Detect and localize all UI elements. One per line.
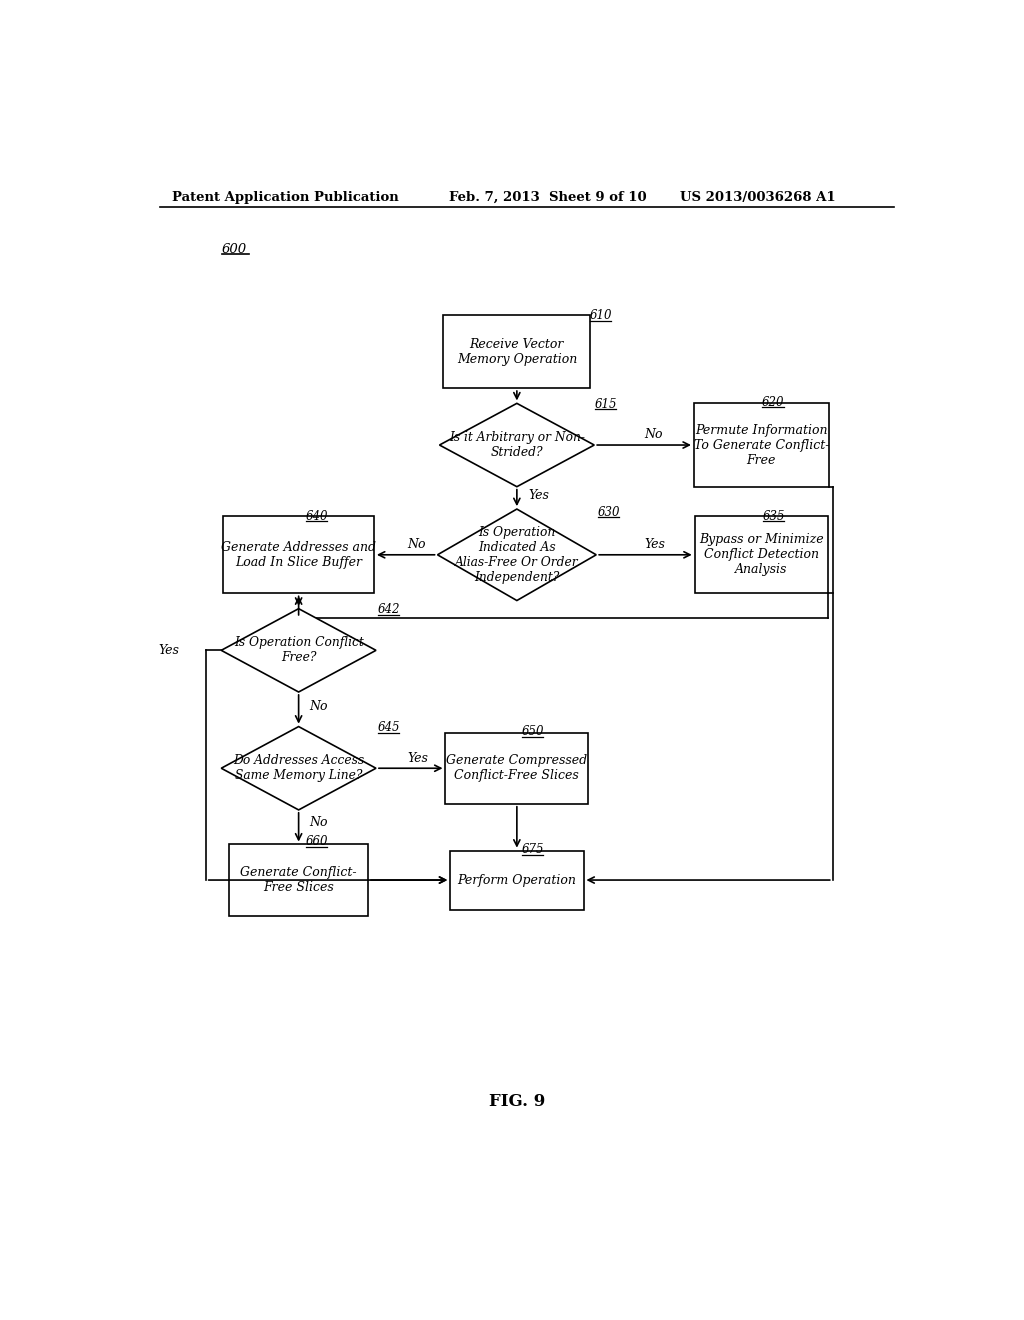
- Text: Perform Operation: Perform Operation: [458, 874, 577, 887]
- Polygon shape: [221, 609, 376, 692]
- Text: Is it Arbitrary or Non-
Strided?: Is it Arbitrary or Non- Strided?: [449, 432, 585, 459]
- Text: FIG. 9: FIG. 9: [488, 1093, 545, 1110]
- Text: Receive Vector
Memory Operation: Receive Vector Memory Operation: [457, 338, 577, 366]
- Text: Yes: Yes: [408, 751, 428, 764]
- Text: Feb. 7, 2013: Feb. 7, 2013: [450, 190, 540, 203]
- Text: 640: 640: [306, 510, 329, 523]
- Text: 635: 635: [763, 510, 785, 523]
- Text: Is Operation
Indicated As
Alias-Free Or Order
Independent?: Is Operation Indicated As Alias-Free Or …: [455, 525, 579, 583]
- Text: Sheet 9 of 10: Sheet 9 of 10: [549, 190, 646, 203]
- Text: 610: 610: [590, 309, 612, 322]
- Text: Permute Information
To Generate Conflict-
Free: Permute Information To Generate Conflict…: [693, 424, 829, 466]
- FancyBboxPatch shape: [694, 516, 828, 594]
- Text: Do Addresses Access
Same Memory Line?: Do Addresses Access Same Memory Line?: [233, 754, 365, 783]
- Text: 600: 600: [221, 243, 247, 256]
- Text: 620: 620: [762, 396, 784, 409]
- Text: Is Operation Conflict
Free?: Is Operation Conflict Free?: [233, 636, 364, 664]
- Polygon shape: [439, 404, 594, 487]
- FancyBboxPatch shape: [445, 733, 588, 804]
- Text: Bypass or Minimize
Conflict Detection
Analysis: Bypass or Minimize Conflict Detection An…: [699, 533, 823, 577]
- Text: Generate Addresses and
Load In Slice Buffer: Generate Addresses and Load In Slice Buf…: [221, 541, 376, 569]
- Text: Yes: Yes: [644, 539, 666, 552]
- Text: No: No: [309, 816, 329, 829]
- FancyBboxPatch shape: [443, 315, 590, 388]
- Text: No: No: [407, 539, 425, 552]
- Text: 650: 650: [521, 725, 544, 738]
- FancyBboxPatch shape: [451, 850, 584, 909]
- Text: 615: 615: [595, 397, 617, 411]
- Text: Generate Conflict-
Free Slices: Generate Conflict- Free Slices: [241, 866, 357, 894]
- Text: 630: 630: [598, 506, 621, 519]
- Text: Patent Application Publication: Patent Application Publication: [172, 190, 398, 203]
- Text: 660: 660: [306, 836, 329, 847]
- Text: Yes: Yes: [159, 644, 179, 657]
- Text: No: No: [644, 429, 663, 441]
- Text: Yes: Yes: [528, 490, 549, 503]
- FancyBboxPatch shape: [223, 516, 374, 594]
- Polygon shape: [437, 510, 596, 601]
- FancyBboxPatch shape: [694, 404, 828, 487]
- Polygon shape: [221, 726, 376, 810]
- FancyBboxPatch shape: [229, 845, 368, 916]
- Text: 645: 645: [378, 721, 400, 734]
- Text: No: No: [309, 700, 329, 713]
- Text: 675: 675: [521, 843, 544, 857]
- Text: 642: 642: [378, 603, 400, 616]
- Text: Generate Compressed
Conflict-Free Slices: Generate Compressed Conflict-Free Slices: [446, 754, 588, 783]
- Text: US 2013/0036268 A1: US 2013/0036268 A1: [680, 190, 836, 203]
